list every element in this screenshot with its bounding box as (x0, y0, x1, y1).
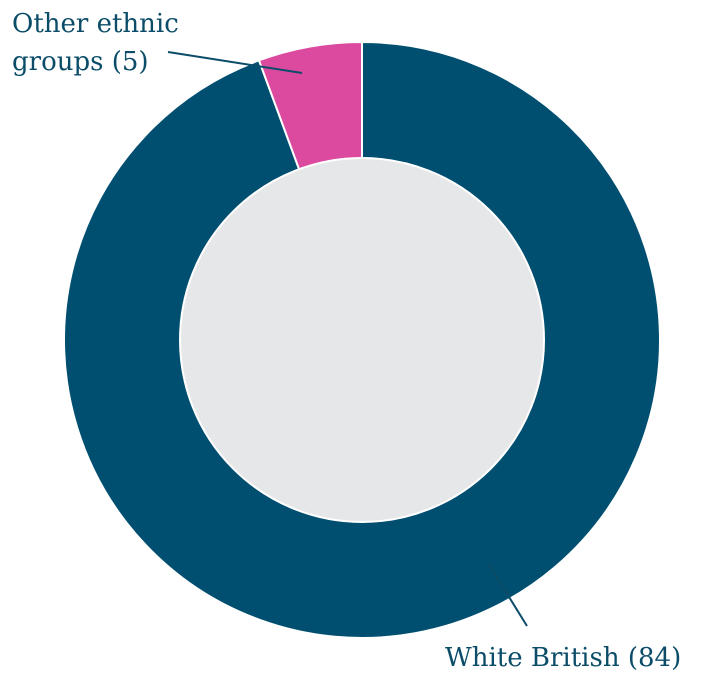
leader-line-white-british (487, 562, 528, 627)
slice-label-white-british-line-1: White British (84) (445, 643, 681, 673)
slice-label-white-british: White British (84) (445, 643, 681, 673)
donut-center (179, 157, 545, 523)
leader-line-other-ethnic-groups (167, 51, 303, 74)
slice-label-other-line-2: groups (5) (12, 47, 149, 77)
slice-label-other-line-1: Other ethnic (12, 9, 179, 39)
slice-label-other-ethnic-groups: Other ethnic groups (5) (12, 9, 187, 77)
